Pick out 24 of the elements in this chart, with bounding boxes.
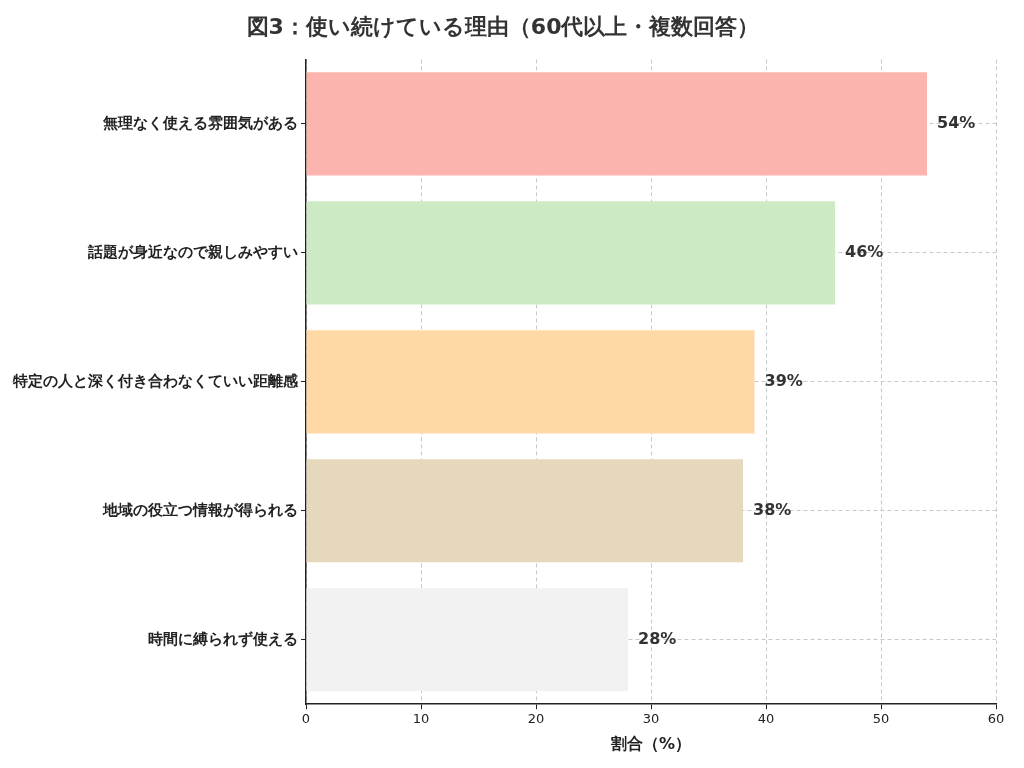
- bar: [306, 72, 927, 176]
- x-tick-label: 30: [642, 711, 660, 727]
- x-tick-label: 10: [412, 711, 430, 727]
- y-tick-label: 特定の人と深く付き合わなくていい距離感: [12, 371, 299, 390]
- x-tick-label: 50: [872, 711, 890, 727]
- data-label: 39%: [764, 370, 803, 390]
- data-label: 28%: [638, 628, 677, 648]
- y-tick-label: 無理なく使える雰囲気がある: [102, 113, 298, 132]
- bar: [306, 588, 628, 692]
- x-tick-label: 20: [527, 711, 545, 727]
- chart-title: 図3：使い続けている理由（60代以上・複数回答）: [246, 13, 760, 39]
- bar: [306, 330, 755, 434]
- x-axis-title: 割合（%）: [609, 733, 692, 753]
- x-tick-label: 0: [301, 711, 311, 727]
- data-label: 38%: [753, 499, 792, 519]
- data-label: 46%: [845, 242, 884, 261]
- bar: [306, 459, 743, 563]
- data-label: 54%: [937, 113, 976, 133]
- bar: [306, 201, 835, 305]
- x-tick-label: 40: [757, 711, 775, 727]
- y-tick-label: 話題が身近なので親しみやすい: [87, 242, 298, 261]
- y-tick-label: 時間に縛られず使える: [148, 629, 298, 648]
- y-tick-label: 地域の役立つ情報が得られる: [102, 500, 298, 519]
- x-tick-label: 60: [987, 711, 1005, 727]
